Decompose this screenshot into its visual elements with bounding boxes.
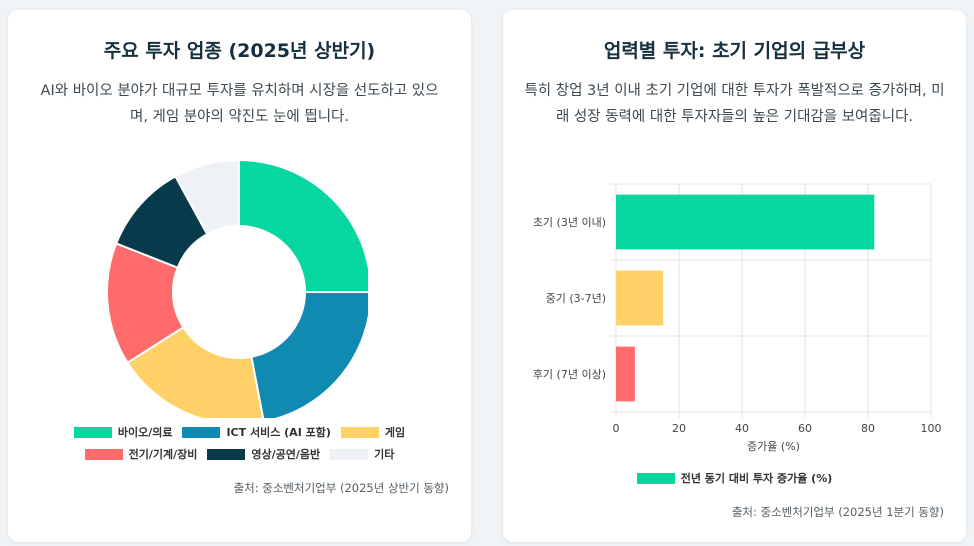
industry-card-description: AI와 바이오 분야가 대규모 투자를 유치하며 시장을 선도하고 있으며, 게… bbox=[40, 83, 439, 125]
donut-legend-item[interactable]: 영상/공연/음반 bbox=[207, 446, 320, 462]
industry-source: 출처: 중소벤처기업부 (2025년 상반기 동향) bbox=[233, 481, 449, 495]
industry-card: 주요 투자 업종 (2025년 상반기) AI와 바이오 분야가 대규모 투자를… bbox=[8, 10, 471, 542]
legend-label: ICT 서비스 (AI 포함) bbox=[226, 426, 331, 439]
industry-card-title: 주요 투자 업종 (2025년 상반기) bbox=[103, 40, 376, 62]
donut-slice-0[interactable] bbox=[238, 158, 368, 293]
legend-swatch bbox=[73, 426, 112, 438]
donut-legend-row-1: 바이오/의료 ICT 서비스 (AI 포함) 게임 bbox=[8, 424, 471, 440]
x-tick-label-0: 0 bbox=[613, 422, 620, 435]
x-axis-label: 증가율 (%) bbox=[747, 440, 800, 453]
stage-source: 출처: 중소벤처기업부 (2025년 1분기 동향) bbox=[731, 505, 944, 519]
y-category-label-0: 초기 (3년 이내) bbox=[533, 216, 606, 229]
stage-card-description: 특히 창업 3년 이내 초기 기업에 대한 투자가 폭발적으로 증가하며, 미래… bbox=[524, 83, 945, 125]
legend-label: 영상/공연/음반 bbox=[251, 448, 321, 461]
industry-donut-chart bbox=[106, 158, 368, 418]
donut-legend-item[interactable]: 바이오/의료 bbox=[73, 424, 173, 440]
donut-legend-item[interactable]: 전기/기계/장비 bbox=[84, 446, 198, 462]
legend-label: 기타 bbox=[374, 448, 395, 461]
bar-legend-item[interactable]: 전년 동기 대비 투자 증가율 (%) bbox=[636, 470, 833, 486]
legend-swatch bbox=[84, 448, 123, 460]
bar-2[interactable] bbox=[616, 346, 635, 402]
donut-legend-item[interactable]: 게임 bbox=[340, 424, 406, 440]
legend-swatch bbox=[636, 472, 675, 484]
legend-label: 전년 동기 대비 투자 증가율 (%) bbox=[680, 472, 833, 485]
legend-swatch bbox=[182, 426, 221, 438]
bar-0[interactable] bbox=[616, 194, 875, 250]
legend-label: 바이오/의료 bbox=[117, 426, 173, 439]
y-category-label-1: 중기 (3-7년) bbox=[546, 292, 606, 305]
stage-card: 업력별 투자: 초기 기업의 급부상 특히 창업 3년 이내 초기 기업에 대한… bbox=[503, 10, 966, 542]
donut-slice-1[interactable] bbox=[250, 291, 368, 418]
legend-swatch bbox=[340, 426, 379, 438]
legend-swatch bbox=[330, 448, 369, 460]
bar-legend: 전년 동기 대비 투자 증가율 (%) bbox=[503, 470, 966, 486]
donut-legend-row-2: 전기/기계/장비 영상/공연/음반 기타 bbox=[8, 446, 471, 462]
x-tick-label-4: 80 bbox=[861, 422, 875, 435]
x-tick-label-3: 60 bbox=[798, 422, 812, 435]
x-tick-label-5: 100 bbox=[921, 422, 942, 435]
legend-label: 전기/기계/장비 bbox=[128, 448, 198, 461]
legend-swatch bbox=[207, 448, 246, 460]
y-category-label-2: 후기 (7년 이상) bbox=[533, 368, 606, 381]
donut-legend-item[interactable]: ICT 서비스 (AI 포함) bbox=[182, 424, 331, 440]
donut-slice-2[interactable] bbox=[126, 325, 265, 418]
bar-1[interactable] bbox=[616, 270, 664, 326]
stage-bar-chart: 0 20 40 60 80 100 초기 (3년 이내) 중기 (3-7년) 후기 (7년 이상… bbox=[533, 183, 942, 453]
legend-label: 게임 bbox=[384, 426, 406, 439]
stage-card-title: 업력별 투자: 초기 기업의 급부상 bbox=[603, 40, 866, 62]
x-tick-label-1: 20 bbox=[672, 422, 686, 435]
donut-legend-item[interactable]: 기타 bbox=[330, 446, 394, 462]
x-tick-label-2: 40 bbox=[735, 422, 749, 435]
donut-slice-5[interactable] bbox=[174, 158, 240, 236]
